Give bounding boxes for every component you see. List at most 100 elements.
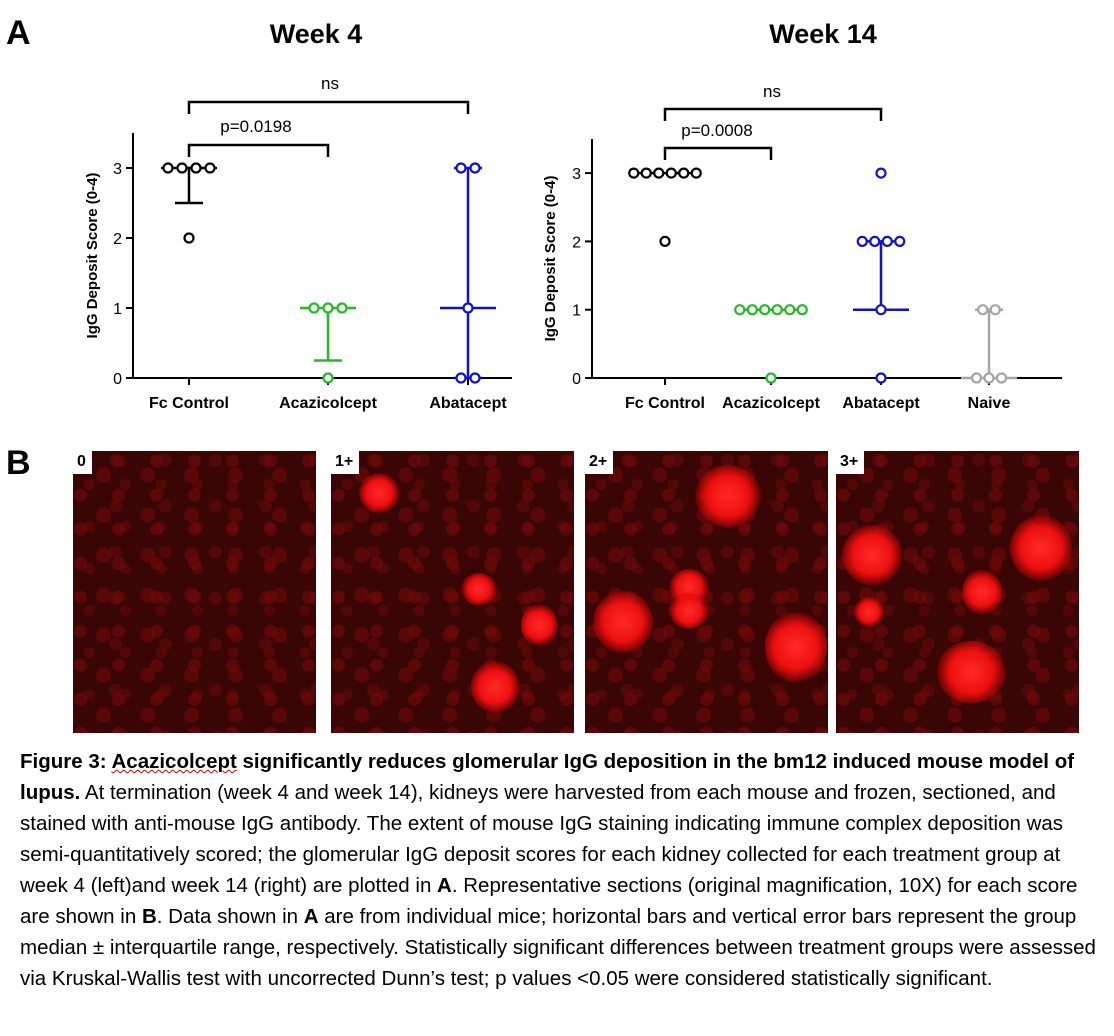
glomerulus-stain <box>1010 515 1072 581</box>
y-tick-label: 1 <box>113 301 122 318</box>
caption-figure-label: Figure 3: <box>20 750 112 773</box>
data-point <box>665 167 677 179</box>
glomerulus-stain <box>461 573 497 605</box>
data-point <box>875 372 887 384</box>
x-category-label: Abatacept <box>842 395 920 412</box>
data-point <box>190 162 202 174</box>
data-point <box>875 304 887 316</box>
caption-text: At termination (week 4 and week 14), kid… <box>20 781 1064 897</box>
data-point <box>690 167 702 179</box>
data-point <box>765 372 777 384</box>
x-category-label: Naive <box>968 395 1011 412</box>
panel-label-a: A <box>6 14 31 52</box>
caption-ref: B <box>141 905 157 928</box>
caption-text: are from individual mice; horizontal bar… <box>20 905 1096 990</box>
week14-chart: Week 14 0 1 2 3 IgG Deposit Score (0-4) Fc Con… <box>542 19 1062 412</box>
data-point <box>894 235 906 247</box>
data-point <box>659 235 671 247</box>
micrograph-score-3plus: 3+ <box>836 451 1079 733</box>
y-tick-label: 0 <box>572 371 581 388</box>
micrograph-score-label: 0 <box>73 451 92 474</box>
micrograph-texture <box>73 451 316 733</box>
data-point <box>653 167 665 179</box>
data-point <box>183 232 195 244</box>
micrograph-score-label: 1+ <box>331 451 360 474</box>
significance-label: ns <box>321 74 339 93</box>
chart-title: Week 14 <box>769 19 877 49</box>
caption-ref: A <box>437 874 452 897</box>
caption-text: . Data shown in <box>156 905 304 928</box>
data-point <box>869 235 881 247</box>
significance-label: ns <box>763 82 781 101</box>
x-category-label: Fc Control <box>149 395 229 412</box>
y-tick-label: 1 <box>572 303 581 320</box>
data-point <box>336 302 348 314</box>
significance-label: p=0.0198 <box>220 117 291 136</box>
data-point <box>989 304 1001 316</box>
data-point <box>628 167 640 179</box>
data-point <box>455 372 467 384</box>
x-category-label: Acazicolcept <box>722 395 820 412</box>
micrograph-score-2plus: 2+ <box>585 451 828 733</box>
significance-bracket <box>187 143 330 157</box>
data-point <box>875 167 887 179</box>
glomerulus-stain <box>669 593 709 629</box>
data-point <box>881 235 893 247</box>
data-point <box>970 372 983 384</box>
data-point <box>983 372 995 384</box>
data-point <box>462 302 474 314</box>
caption-ref: A <box>303 905 319 928</box>
glomerulus-stain <box>593 591 653 653</box>
data-point <box>162 162 174 174</box>
significance-bracket <box>663 107 883 121</box>
data-point <box>856 235 868 247</box>
panel-label-b: B <box>6 444 31 482</box>
significance-bracket <box>663 146 773 160</box>
glomerulus-stain <box>765 611 827 683</box>
caption-text: . Representative sections (original magn… <box>20 874 1078 928</box>
data-point <box>771 304 783 316</box>
significance-bracket <box>187 100 470 114</box>
x-category-label: Abatacept <box>429 395 507 412</box>
y-axis-label: IgG Deposit Score (0-4) <box>542 176 559 342</box>
glomerulus-stain <box>695 465 761 527</box>
glomerulus-stain <box>936 641 1006 703</box>
glomerulus-stain <box>359 473 399 513</box>
data-point <box>469 162 481 174</box>
y-tick-label: 3 <box>113 161 122 178</box>
micrograph-score-label: 3+ <box>836 451 865 474</box>
micrograph-score-1plus: 1+ <box>331 451 574 733</box>
glomerulus-stain <box>854 597 884 627</box>
data-point <box>322 302 334 314</box>
y-tick-label: 2 <box>572 234 581 251</box>
y-tick-label: 3 <box>572 166 581 183</box>
figure-caption: Figure 3: Acazicolcept significantly red… <box>20 746 1108 994</box>
data-point <box>784 304 796 316</box>
data-point <box>469 372 481 384</box>
week4-chart: Week 4 0 1 2 3 IgG Deposit Score (0-4) Fc Cont… <box>84 19 512 412</box>
micrograph-score-label: 2+ <box>585 451 614 474</box>
data-point <box>759 304 771 316</box>
data-point <box>734 304 746 316</box>
x-category-label: Acazicolcept <box>279 395 377 412</box>
data-point <box>322 372 334 384</box>
chart-title: Week 4 <box>270 19 363 49</box>
y-tick-label: 2 <box>113 231 122 248</box>
data-point <box>176 162 188 174</box>
y-tick-label: 0 <box>113 371 122 388</box>
significance-label: p=0.0008 <box>681 121 752 140</box>
glomerulus-stain <box>471 661 519 713</box>
data-point <box>796 304 808 316</box>
y-axis-label: IgG Deposit Score (0-4) <box>84 173 101 339</box>
caption-title-drug: Acazicolcept <box>111 750 237 773</box>
micrograph-score-0: 0 <box>73 451 316 733</box>
x-category-label: Fc Control <box>625 395 705 412</box>
glomerulus-stain <box>962 569 1002 615</box>
data-point <box>308 302 320 314</box>
data-point <box>746 304 758 316</box>
glomerulus-stain <box>842 525 902 585</box>
caption-title: significantly reduces glomerular IgG dep… <box>20 750 1075 804</box>
glomerulus-stain <box>521 603 557 647</box>
data-point <box>977 304 989 316</box>
data-point <box>640 167 652 179</box>
